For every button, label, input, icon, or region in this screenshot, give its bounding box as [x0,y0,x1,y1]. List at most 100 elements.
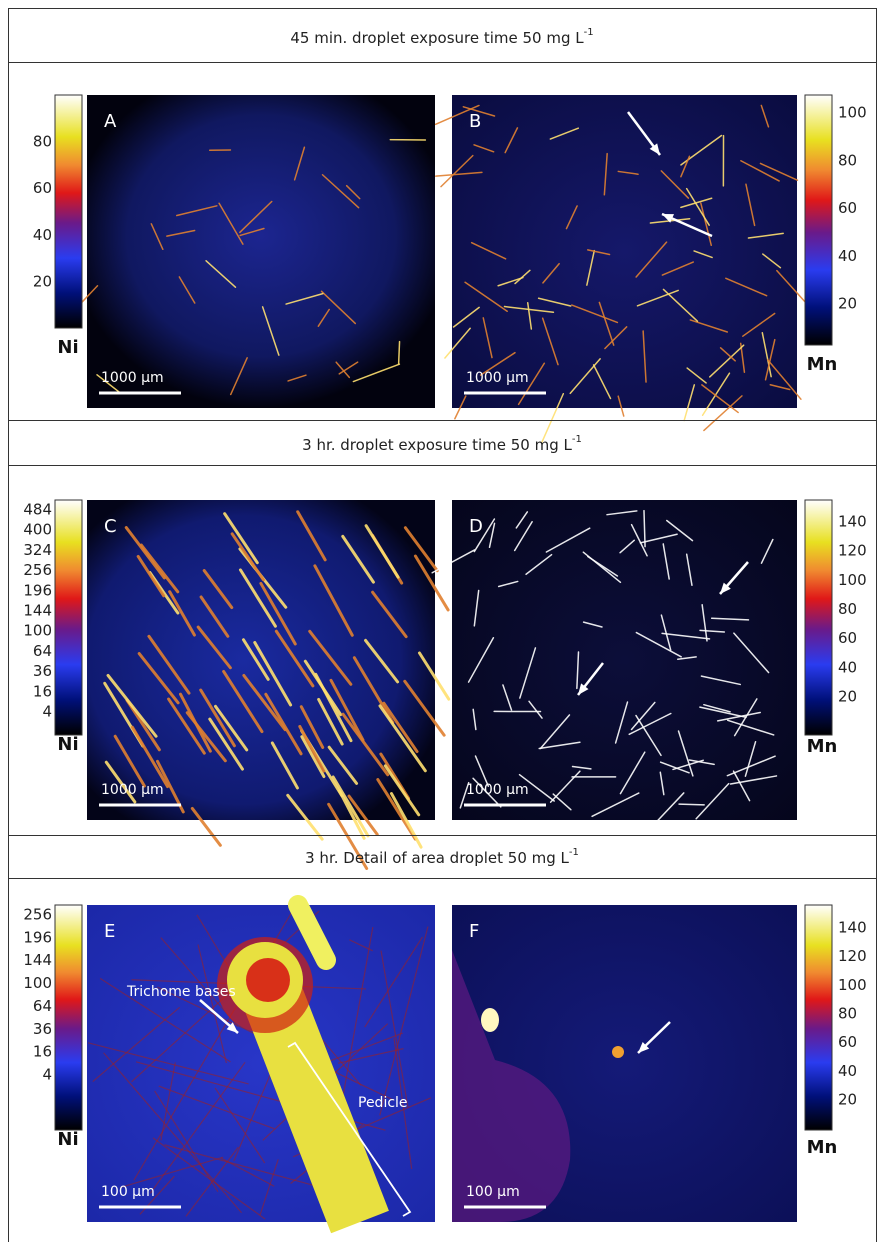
streak [690,320,727,332]
streak [391,794,421,848]
streak [553,794,571,810]
streak [588,250,610,255]
streak [687,189,710,226]
streak [419,653,448,699]
streak [605,327,627,349]
micrograph-features [452,950,624,1222]
streak [192,808,220,845]
panel-letter: F [469,921,479,942]
streak [542,394,563,442]
colorbar-tick-label: 100 [23,622,52,640]
colorbar-tick-label: 140 [838,919,867,937]
streak [499,581,518,586]
streak [700,707,746,717]
streak [169,699,205,753]
streak [132,727,167,786]
streak [620,540,634,552]
arrow-head [638,1041,650,1053]
streak [339,362,357,374]
streak [704,396,742,431]
streak [141,545,177,592]
colorbar-tick-label: 40 [838,1062,857,1080]
arrow-head [226,1022,238,1033]
streak [726,278,767,295]
streak [663,544,669,579]
streak [727,756,775,775]
streak [474,145,494,152]
streak [632,525,647,556]
streak [385,766,418,815]
streak [149,636,189,693]
streak [735,699,757,736]
streak [201,597,228,636]
vein [120,1157,223,1187]
panel-letter: E [104,921,115,942]
vein [381,951,408,1108]
streak [201,690,235,746]
streak [138,556,164,595]
streak [240,201,272,232]
colorbar-element: Ni [57,337,78,358]
streak [340,791,365,838]
streak [481,353,515,375]
streak [689,760,714,764]
streak [232,534,263,580]
streak [572,305,618,322]
streak [473,778,501,807]
streak [746,184,755,225]
streak [718,712,760,720]
streak [465,282,507,311]
streak [520,775,555,801]
streak [583,552,620,582]
colorbar-tick-label: 60 [838,199,857,217]
scale-bar-label: 1000 µm [466,370,529,386]
streak [540,715,569,749]
colorbar-tick-label: 484 [23,501,52,519]
streak [329,804,367,868]
title-text: 3 hr. Detail of area droplet 50 mg L [305,849,569,867]
colorbar-element: Mn [807,736,838,757]
colorbar-tick-label: 256 [23,561,52,579]
streak [302,737,324,777]
streak [343,536,374,582]
colorbar-tick-label: 196 [23,928,52,946]
streak [743,313,775,336]
arrow-head [662,214,674,223]
colorbar-tick-label: 100 [838,976,867,994]
streak [216,706,247,750]
streak [333,777,368,836]
streak [702,385,738,413]
vein [88,1043,248,1084]
streak [741,161,779,181]
colorbar-tick-label: 20 [838,1091,857,1109]
streak [266,694,301,754]
vein [394,1038,412,1169]
streak [516,512,527,528]
streak [106,762,135,802]
colorbar-tick-label: 120 [838,947,867,965]
streak [607,511,637,515]
scale-bar-label: 1000 µm [466,782,529,798]
vein [215,1088,265,1163]
colorbar-element: Mn [807,354,838,375]
title-text: 45 min. droplet exposure time 50 mg L [290,29,584,47]
colorbar-tick-label: 80 [838,151,857,169]
title-text: 3 hr. droplet exposure time 50 mg L [302,436,572,454]
colorbar-tick-label: 64 [33,642,52,660]
streak [701,203,711,245]
streak [661,615,670,650]
streak [331,680,363,740]
vein [93,1007,180,1081]
streak [151,224,163,249]
streak [768,360,801,399]
streak [629,714,671,735]
streak [543,264,559,283]
streak [240,570,275,626]
streak [206,261,235,287]
streak [721,348,736,361]
streak [378,780,415,840]
streak [343,714,388,775]
streak [748,233,783,238]
colorbar-tick-label: 60 [838,629,857,647]
streak [483,318,492,358]
